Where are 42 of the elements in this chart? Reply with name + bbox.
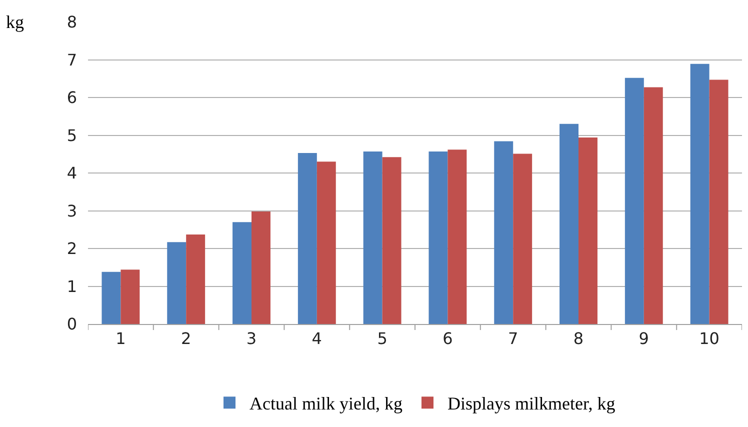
y-tick-label: 0 (66, 314, 77, 334)
y-tick-label: 5 (66, 126, 77, 145)
y-tick-label: 2 (66, 239, 77, 258)
bar (428, 151, 448, 324)
y-tick-label: 7 (66, 50, 77, 70)
x-tick-label: 2 (181, 329, 192, 348)
bar (709, 80, 728, 324)
y-tick-label: 3 (66, 201, 77, 220)
bar (448, 150, 467, 324)
y-tick-label: 1 (66, 276, 77, 296)
bar (624, 78, 644, 324)
x-tick-label: 4 (312, 329, 322, 348)
bar (644, 87, 663, 324)
legend-label: Displays milkmeter, kg (447, 394, 616, 414)
x-tick-label: 6 (442, 329, 453, 348)
legend-label: Actual milk yield, kg (250, 394, 402, 414)
bar (102, 272, 121, 324)
bar (298, 152, 317, 324)
bar (560, 124, 578, 324)
x-tick-label: 10 (699, 329, 720, 348)
y-axis-title: kg (6, 12, 24, 32)
bar (167, 242, 186, 324)
y-tick-label: 6 (66, 88, 77, 108)
y-tick-label: 4 (66, 164, 77, 183)
bar (578, 138, 598, 324)
bar (494, 141, 514, 324)
x-tick-label: 5 (377, 329, 388, 348)
x-tick-label: 1 (116, 329, 126, 348)
bar (316, 162, 336, 324)
bar (120, 270, 140, 324)
x-tick-label: 7 (508, 329, 518, 348)
x-tick-label: 9 (638, 329, 649, 348)
x-tick-label: 3 (246, 329, 257, 348)
bar (252, 212, 270, 324)
bar (690, 64, 710, 324)
y-tick-label: 8 (66, 12, 77, 32)
x-tick-label: 8 (573, 329, 584, 348)
bar (186, 234, 206, 324)
bar (382, 157, 402, 324)
bar (363, 151, 382, 324)
bar (232, 222, 252, 324)
bar (513, 154, 532, 324)
